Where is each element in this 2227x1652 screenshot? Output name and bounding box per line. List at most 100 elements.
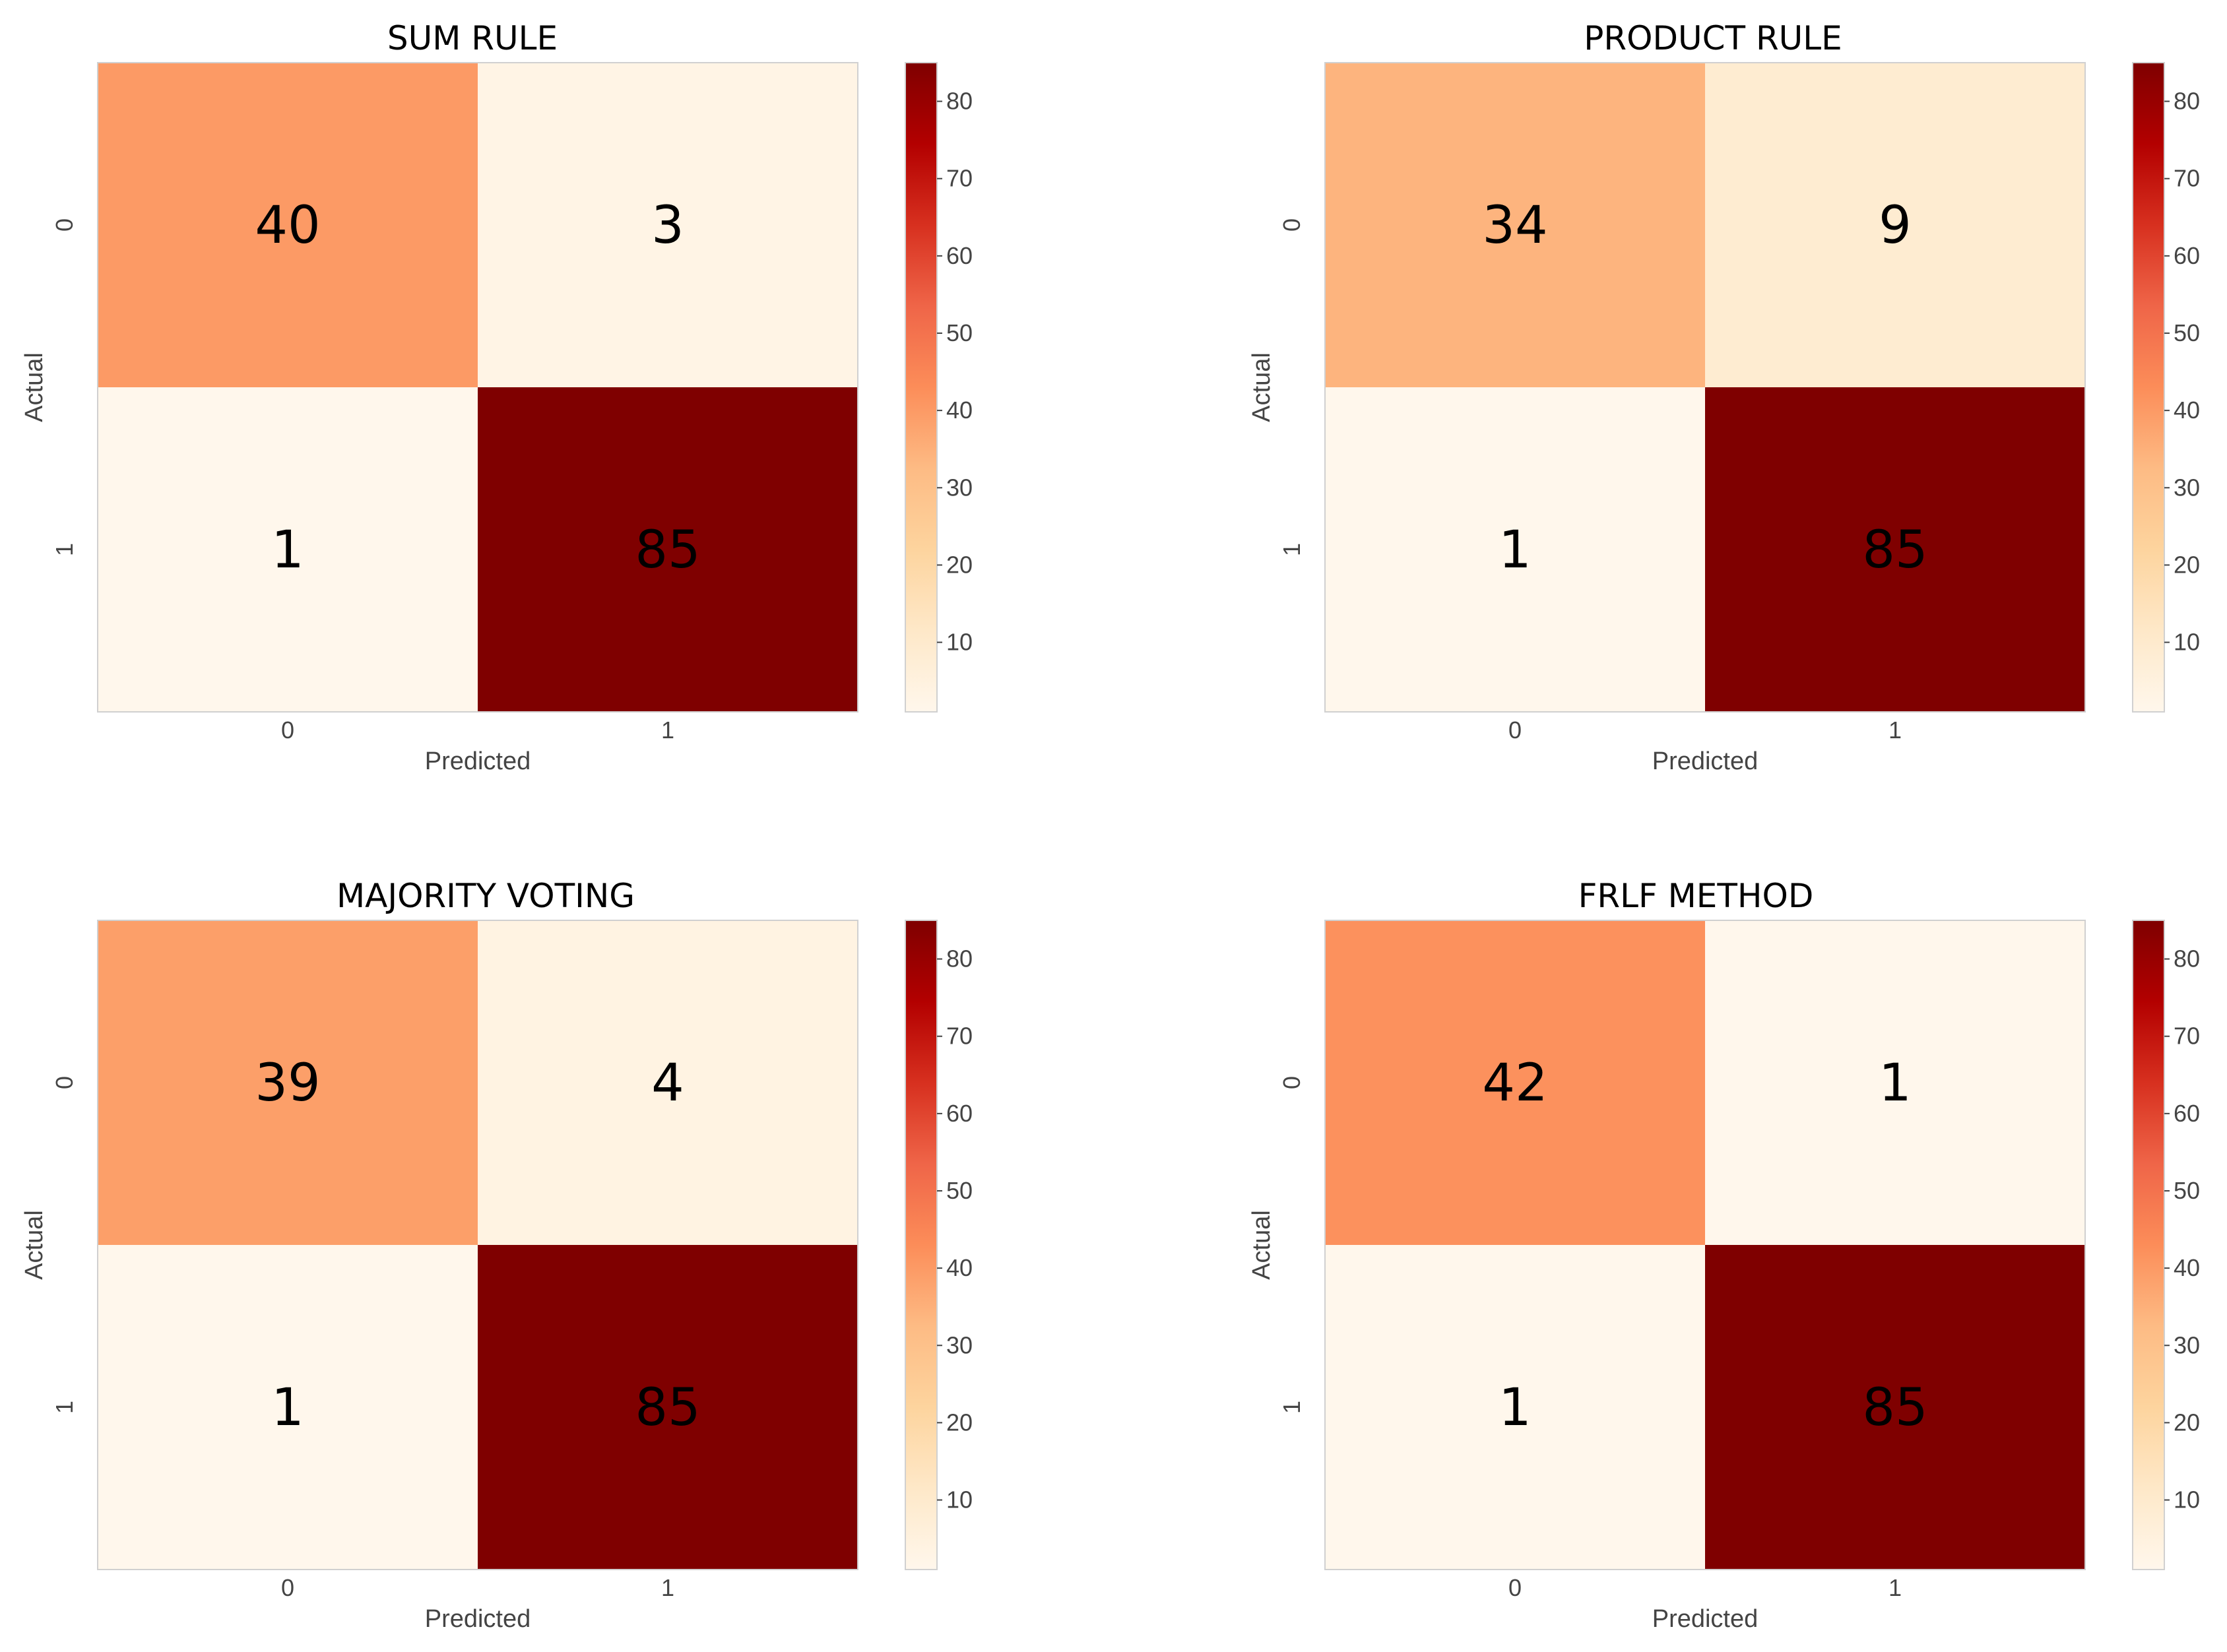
colorbar-tick-label: 60 xyxy=(2174,1100,2200,1127)
cell-value-label: 1 xyxy=(271,1378,304,1438)
colorbar-tick-label: 10 xyxy=(946,1486,973,1513)
panel-title: MAJORITY VOTING xyxy=(337,877,635,915)
colorbar-tick-label: 30 xyxy=(946,474,973,501)
x-tick-label: 1 xyxy=(661,716,674,744)
x-tick-label: 1 xyxy=(661,1574,674,1601)
y-tick-label: 0 xyxy=(1278,218,1305,232)
heatmap-cell xyxy=(1705,920,2085,1245)
colorbar-tick-label: 50 xyxy=(946,319,973,346)
cell-value-label: 85 xyxy=(1862,1378,1927,1438)
colorbar-tick-label: 80 xyxy=(2174,945,2200,972)
cell-value-label: 39 xyxy=(255,1054,320,1113)
heatmap-panel: FRLF METHOD 42 1 1 85 0 1 Predicted 0 1 Actual 10 20… xyxy=(1248,877,2200,1633)
colorbar-tick-label: 20 xyxy=(2174,551,2200,578)
y-tick-label: 1 xyxy=(51,543,78,556)
heatmap-cell xyxy=(478,920,858,1245)
y-tick-label: 1 xyxy=(1278,1401,1305,1414)
colorbar-tick-label: 70 xyxy=(946,165,973,192)
x-axis-label: Predicted xyxy=(425,1605,531,1633)
heatmap-frame xyxy=(97,920,858,1570)
colorbar-tick-label: 50 xyxy=(946,1177,973,1204)
heatmap-cell xyxy=(1325,63,1705,387)
x-axis-label: Predicted xyxy=(1652,1605,1759,1633)
colorbar-tick-label: 60 xyxy=(946,242,973,269)
colorbar-tick-label: 50 xyxy=(2174,319,2200,346)
y-tick-label: 0 xyxy=(51,1076,78,1089)
colorbar-tick-label: 70 xyxy=(2174,165,2200,192)
y-axis-label: Actual xyxy=(20,1210,48,1280)
colorbar-tick-label: 70 xyxy=(946,1023,973,1050)
colorbar-tick-label: 70 xyxy=(2174,1023,2200,1050)
colorbar xyxy=(905,920,938,1570)
cell-value-label: 1 xyxy=(271,521,304,580)
heatmap-cell xyxy=(98,63,478,387)
heatmap-cell xyxy=(1325,1245,1705,1570)
cell-value-label: 9 xyxy=(1879,196,1912,255)
heatmap-cell xyxy=(1325,920,1705,1245)
colorbar-tick-label: 30 xyxy=(2174,1331,2200,1358)
heatmap-panel: SUM RULE 40 3 1 85 0 1 Predicted 0 1 Actual 10 20 30 4… xyxy=(20,19,973,775)
heatmap-frame xyxy=(97,62,858,713)
panel-title: PRODUCT RULE xyxy=(1584,19,1842,57)
panel-title: SUM RULE xyxy=(387,19,558,57)
heatmap-cell xyxy=(1705,387,2085,712)
heatmap-cell xyxy=(478,387,858,712)
colorbar-tick-label: 50 xyxy=(2174,1177,2200,1204)
cell-value-label: 40 xyxy=(255,196,320,255)
colorbar xyxy=(2132,920,2165,1570)
colorbar-tick-label: 60 xyxy=(2174,242,2200,269)
x-tick-label: 0 xyxy=(1508,1574,1522,1601)
x-tick-label: 0 xyxy=(281,716,294,744)
colorbar-tick-label: 20 xyxy=(946,1409,973,1436)
y-axis-label: Actual xyxy=(20,352,48,422)
colorbar-tick-label: 30 xyxy=(946,1331,973,1358)
colorbar xyxy=(905,62,938,713)
x-tick-label: 1 xyxy=(1888,1574,1902,1601)
colorbar-tick-label: 40 xyxy=(946,397,973,424)
colorbar xyxy=(2132,62,2165,713)
colorbar-tick-label: 60 xyxy=(946,1100,973,1127)
cell-value-label: 42 xyxy=(1482,1054,1547,1113)
heatmap-cell xyxy=(478,1245,858,1570)
cell-value-label: 4 xyxy=(651,1054,684,1113)
cell-value-label: 3 xyxy=(651,196,684,255)
colorbar-tick-label: 40 xyxy=(946,1254,973,1281)
heatmap-panel: PRODUCT RULE 34 9 1 85 0 1 Predicted 0 1 Actual 10 2… xyxy=(1248,19,2200,775)
heatmap-cell xyxy=(98,920,478,1245)
colorbar-tick-label: 30 xyxy=(2174,474,2200,501)
colorbar-tick-label: 40 xyxy=(2174,397,2200,424)
cell-value-label: 85 xyxy=(635,521,700,580)
heatmap-cell xyxy=(1325,387,1705,712)
heatmap-cell xyxy=(1705,1245,2085,1570)
heatmap-panel: MAJORITY VOTING 39 4 1 85 0 1 Predicted 0 1 Actual… xyxy=(20,877,973,1633)
colorbar-tick-label: 20 xyxy=(2174,1409,2200,1436)
colorbar-tick-label: 10 xyxy=(946,629,973,656)
cell-value-label: 34 xyxy=(1482,196,1547,255)
y-axis-label: Actual xyxy=(1248,1210,1275,1280)
colorbar-tick-label: 40 xyxy=(2174,1254,2200,1281)
heatmap-cell xyxy=(98,1245,478,1570)
heatmap-frame xyxy=(1324,62,2086,713)
y-tick-label: 1 xyxy=(51,1401,78,1414)
heatmap-cell xyxy=(478,63,858,387)
heatmap-cell xyxy=(1705,63,2085,387)
colorbar-tick-label: 80 xyxy=(946,88,973,115)
x-tick-label: 0 xyxy=(281,1574,294,1601)
cell-value-label: 1 xyxy=(1499,1378,1532,1438)
y-axis-label: Actual xyxy=(1248,352,1275,422)
cell-value-label: 85 xyxy=(1862,521,1927,580)
cell-value-label: 1 xyxy=(1879,1054,1912,1113)
y-tick-label: 0 xyxy=(1278,1076,1305,1089)
panel-title: FRLF METHOD xyxy=(1578,877,1814,915)
x-axis-label: Predicted xyxy=(1652,747,1759,775)
x-axis-label: Predicted xyxy=(425,747,531,775)
heatmap-cell xyxy=(98,387,478,712)
colorbar-tick-label: 10 xyxy=(2174,629,2200,656)
y-tick-label: 0 xyxy=(51,218,78,232)
y-tick-label: 1 xyxy=(1278,543,1305,556)
heatmap-frame xyxy=(1324,920,2086,1570)
x-tick-label: 1 xyxy=(1888,716,1902,744)
cell-value-label: 1 xyxy=(1499,521,1532,580)
colorbar-tick-label: 80 xyxy=(946,945,973,972)
